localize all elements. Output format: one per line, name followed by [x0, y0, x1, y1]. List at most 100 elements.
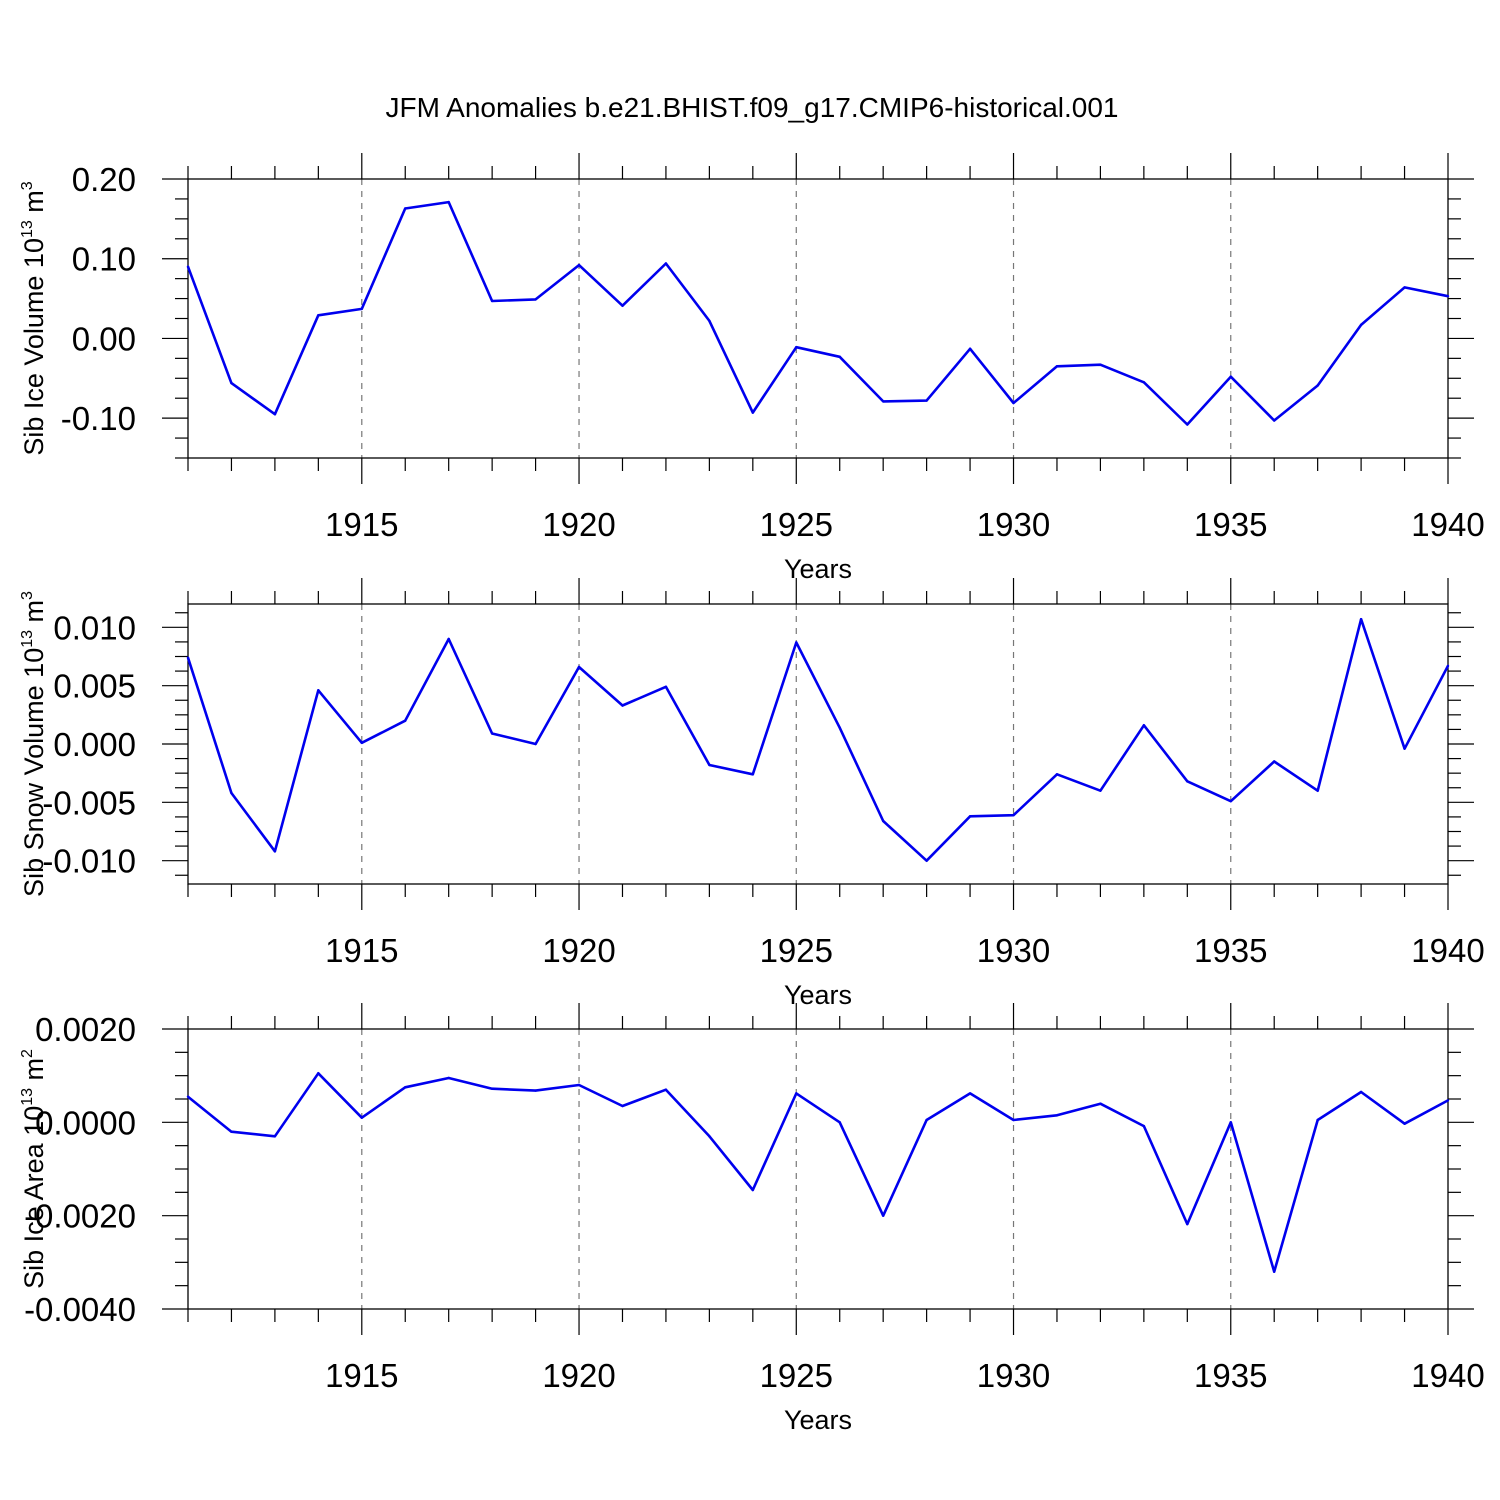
- panel-3-xtick-label: 1930: [977, 1357, 1050, 1394]
- panel-1-ytick-label: 0.10: [72, 241, 136, 278]
- panel-2-xtick-label: 1935: [1194, 932, 1267, 969]
- panel-3-data-point-1912: [230, 1130, 233, 1133]
- panel-3-data-point-1932: [1099, 1102, 1102, 1105]
- panel-1-data-point-1928: [925, 399, 928, 402]
- panel-1-xtick-label: 1925: [760, 506, 833, 543]
- panel-2-data-point-1915: [360, 741, 363, 745]
- panel-3-data-point-1914: [317, 1072, 320, 1075]
- panel-1-xtick-label: 1920: [542, 506, 615, 543]
- panel-3-data-point-1920: [577, 1083, 581, 1087]
- panel-1-data-point-1925: [795, 345, 798, 349]
- panel-2-data-point-1923: [708, 763, 711, 767]
- panel-2-data-point-1939: [1403, 747, 1406, 750]
- panel-1-data-point-1914: [317, 314, 320, 317]
- panel-2-data-point-1919: [534, 742, 537, 746]
- panel-2-data-point-1937: [1316, 789, 1319, 792]
- panel-2-data-point-1918: [490, 732, 494, 735]
- panel-3-data-point-1925: [795, 1092, 798, 1095]
- panel-3-y-axis-title-main: Sib Ice Area 10: [19, 1106, 49, 1289]
- panel-1-xtick-label: 1940: [1411, 506, 1484, 543]
- panel-3-ytick-label: -0.0040: [24, 1291, 136, 1328]
- panel-2-data-point-1924: [751, 773, 755, 776]
- panel-2-y-axis-title-unit-exponent: 3: [19, 591, 36, 600]
- panel-1-ytick-label: 0.00: [72, 320, 136, 357]
- panel-1-data-point-1924: [751, 411, 755, 414]
- panel-2-data-point-1940: [1446, 664, 1450, 668]
- panel-3-ytick-label: 0.0020: [35, 1011, 136, 1048]
- panel-3-data-point-1911: [186, 1095, 190, 1098]
- panel-1-data-point-1933: [1142, 381, 1146, 384]
- panel-1-y-axis-title-unit: m: [19, 190, 49, 220]
- panel-1-xtick-label: 1915: [325, 506, 398, 543]
- panel-3-data-point-1929: [968, 1092, 972, 1095]
- figure-title: JFM Anomalies b.e21.BHIST.f09_g17.CMIP6-…: [385, 92, 1118, 123]
- panel-3-ytick-label: 0.0000: [35, 1104, 136, 1141]
- panel-3-data-point-1935: [1229, 1121, 1232, 1124]
- panel-3-data-point-1921: [621, 1104, 624, 1108]
- panel-3-plot-frame: [187, 1028, 1449, 1310]
- panel-1-data-point-1919: [534, 298, 537, 301]
- panel-3-data-point-1928: [925, 1118, 928, 1122]
- panel-2-data-point-1929: [968, 815, 972, 818]
- panel-3-xtick-label: 1915: [325, 1357, 398, 1394]
- panel-1-data-point-1922: [664, 262, 668, 265]
- panel-2-data-point-1938: [1359, 617, 1363, 621]
- panel-3-series-line: [187, 1072, 1449, 1273]
- panel-3-data-point-1916: [404, 1086, 407, 1089]
- panel-1-xtick-label: 1935: [1194, 506, 1267, 543]
- panel-2-xtick-label: 1925: [760, 932, 833, 969]
- panel-2-data-point-1922: [664, 685, 668, 689]
- panel-1-data-point-1934: [1186, 423, 1189, 426]
- panel-1-series-line: [186, 200, 1449, 426]
- panel-3-y-axis-title: Sib Ice Area 1013 m2: [19, 1049, 49, 1289]
- panel-3-data-point-1926: [838, 1121, 841, 1124]
- panel-2-data-point-1934: [1186, 780, 1189, 783]
- panel-3-data-point-1936: [1273, 1270, 1276, 1273]
- panel-3-data-point-1939: [1403, 1122, 1406, 1125]
- panel-1-data-point-1939: [1403, 286, 1406, 289]
- panel-3-xtick-label: 1925: [760, 1357, 833, 1394]
- panel-2-ytick-label: 0.005: [53, 668, 136, 705]
- panel-3-x-axis-title: Years: [784, 1405, 852, 1435]
- panel-3-data-point-1934: [1186, 1222, 1189, 1226]
- panel-2-data-point-1925: [795, 641, 798, 644]
- panel-1-ytick-label: -0.10: [61, 400, 136, 437]
- panel-1-data-point-1915: [360, 307, 363, 311]
- panel-1-data-point-1940: [1446, 294, 1450, 298]
- panel-1-y-axis-title-main: Sib Ice Volume 10: [19, 238, 49, 456]
- panel-3-data-point-1913: [273, 1135, 277, 1138]
- panel-3-data-point-1937: [1316, 1118, 1319, 1122]
- panel-3-data-point-1940: [1446, 1099, 1450, 1102]
- panel-1-ytick-label: 0.20: [72, 161, 136, 198]
- panel-2-data-point-1932: [1099, 789, 1102, 792]
- panel-1-data-point-1916: [404, 207, 407, 210]
- panel-2-data-point-1927: [881, 819, 885, 823]
- panel-2-data-point-1930: [1012, 813, 1015, 817]
- panel-1-data-point-1921: [621, 304, 624, 307]
- panel-1-data-point-1931: [1055, 365, 1059, 368]
- panel-2-data-point-1926: [838, 726, 841, 729]
- panel-2-data-point-1917: [447, 637, 450, 641]
- panel-1-x-axis-title: Years: [784, 554, 852, 584]
- panel-2-y-axis-title-exponent: 13: [19, 630, 36, 648]
- panel-2-y-axis-title: Sib Snow Volume 1013 m3: [19, 591, 49, 897]
- panel-3-data-point-1924: [751, 1188, 755, 1192]
- panel-3-xtick-label: 1935: [1194, 1357, 1267, 1394]
- panel-sib-snow-volume: 0.010 0.005 0.000 -0.005 -0.010 1915 1920 1925 1…: [19, 578, 1485, 1010]
- panel-1-data-point-1932: [1099, 363, 1102, 366]
- panel-3-y-axis-title-unit: m: [19, 1058, 49, 1088]
- panel-3-data-point-1915: [360, 1116, 363, 1119]
- panel-2-data-point-1931: [1055, 773, 1059, 776]
- panel-2-ytick-label: -0.010: [42, 843, 136, 880]
- panel-2-xtick-label: 1940: [1411, 932, 1484, 969]
- panel-3-data-point-1933: [1142, 1124, 1146, 1128]
- panel-1-data-point-1930: [1012, 401, 1015, 405]
- panel-1-data-point-1911: [186, 265, 190, 268]
- panel-2-data-point-1933: [1142, 724, 1146, 727]
- panel-2-data-point-1911: [186, 656, 190, 659]
- panel-2-x-axis-title: Years: [784, 980, 852, 1010]
- panel-1-data-point-1912: [230, 381, 233, 385]
- panel-3-xtick-label: 1920: [542, 1357, 615, 1394]
- panel-1-y-axis-title-unit-exponent: 3: [19, 181, 36, 190]
- panel-sib-ice-volume: 0.20 0.10 0.00 -0.10 1915 1920 1925 1930 1935 194…: [19, 153, 1485, 584]
